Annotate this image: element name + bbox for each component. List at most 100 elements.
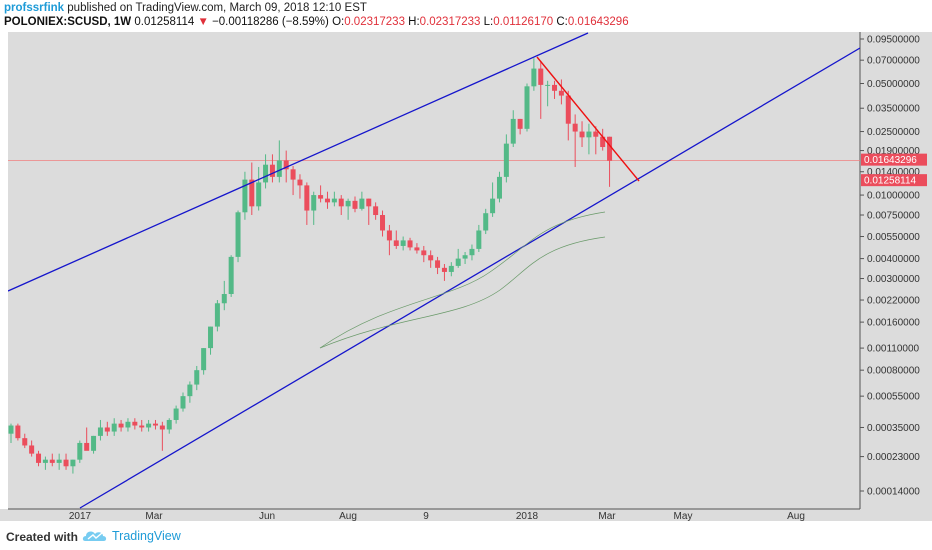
candle[interactable] — [249, 162, 255, 216]
candle[interactable] — [490, 182, 496, 217]
candle[interactable] — [187, 381, 193, 403]
candle[interactable] — [91, 435, 97, 454]
candle[interactable] — [104, 421, 110, 436]
candle[interactable] — [15, 423, 21, 441]
candle[interactable] — [448, 262, 454, 277]
candle[interactable] — [132, 418, 138, 430]
candle[interactable] — [139, 419, 145, 432]
candle[interactable] — [36, 450, 42, 467]
candle[interactable] — [462, 251, 468, 264]
candle[interactable] — [476, 224, 482, 252]
candle[interactable] — [552, 80, 558, 99]
candle[interactable] — [214, 300, 220, 332]
candle[interactable] — [428, 250, 434, 268]
candle[interactable] — [146, 419, 152, 432]
candle[interactable] — [276, 140, 282, 183]
candle[interactable] — [545, 80, 551, 107]
candle[interactable] — [324, 191, 330, 209]
candle[interactable] — [228, 255, 234, 297]
candle[interactable] — [352, 196, 358, 213]
candle[interactable] — [8, 423, 14, 443]
candle[interactable] — [366, 198, 372, 225]
candle[interactable] — [297, 174, 303, 199]
price-axis[interactable] — [860, 32, 932, 509]
candle[interactable] — [441, 263, 447, 281]
price-chart[interactable]: 0.09500000 0.07000000 0.05000000 0.03500000… — [0, 0, 932, 521]
publisher-username[interactable]: profssrfink — [4, 2, 65, 14]
candle[interactable] — [400, 236, 406, 251]
candle[interactable] — [152, 419, 158, 430]
candle[interactable] — [304, 182, 310, 225]
candle[interactable] — [173, 405, 179, 424]
candle[interactable] — [235, 210, 241, 263]
candle[interactable] — [503, 134, 509, 183]
candle[interactable] — [84, 427, 90, 451]
candle[interactable] — [572, 114, 578, 167]
candle[interactable] — [97, 419, 103, 441]
candle[interactable] — [469, 244, 475, 261]
candle[interactable] — [393, 230, 399, 249]
candle[interactable] — [380, 210, 386, 237]
candle[interactable] — [558, 79, 564, 105]
candle[interactable] — [63, 453, 69, 470]
descending-trend-line[interactable] — [536, 56, 640, 182]
candle[interactable] — [538, 61, 544, 119]
candle-body — [496, 176, 502, 199]
candle[interactable] — [565, 90, 571, 141]
candle[interactable] — [283, 150, 289, 183]
candle[interactable] — [208, 326, 214, 355]
time-axis[interactable] — [0, 509, 932, 521]
candle[interactable] — [22, 433, 28, 449]
candle[interactable] — [414, 243, 420, 254]
candle[interactable] — [496, 171, 502, 203]
candle[interactable] — [524, 83, 530, 132]
candle[interactable] — [455, 248, 461, 268]
candle[interactable] — [345, 198, 351, 220]
candle[interactable] — [435, 256, 441, 275]
candle[interactable] — [593, 126, 599, 155]
plot-area[interactable] — [8, 32, 860, 509]
candle[interactable] — [579, 121, 585, 148]
candle[interactable] — [166, 418, 172, 434]
candle[interactable] — [77, 440, 83, 463]
candle[interactable] — [111, 418, 117, 436]
candle[interactable] — [338, 195, 344, 216]
candle-body — [324, 198, 330, 203]
candle[interactable] — [70, 459, 76, 474]
channel-lower-line[interactable] — [79, 47, 860, 509]
candle[interactable] — [517, 118, 523, 135]
candle-body — [180, 396, 186, 409]
candle[interactable] — [125, 418, 131, 432]
candle[interactable] — [407, 237, 413, 251]
candle[interactable] — [263, 154, 269, 189]
candle[interactable] — [242, 171, 248, 220]
candle[interactable] — [56, 453, 62, 470]
candle[interactable] — [201, 348, 207, 375]
candle[interactable] — [159, 421, 165, 451]
candle[interactable] — [421, 245, 427, 263]
candle[interactable] — [256, 166, 262, 211]
candle[interactable] — [386, 224, 392, 256]
candle[interactable] — [600, 128, 606, 151]
candle[interactable] — [359, 191, 365, 211]
candle-body — [139, 425, 145, 428]
candle[interactable] — [318, 185, 324, 203]
candle[interactable] — [221, 280, 227, 311]
candle[interactable] — [42, 456, 48, 470]
candle[interactable] — [118, 419, 124, 432]
channel-upper-line[interactable] — [8, 32, 589, 292]
candle[interactable] — [373, 202, 379, 220]
candle[interactable] — [269, 154, 275, 183]
candle[interactable] — [290, 166, 296, 196]
candle[interactable] — [510, 110, 516, 148]
tradingview-brand-link[interactable]: TradingView — [112, 529, 181, 543]
candle[interactable] — [194, 365, 200, 391]
candle[interactable] — [331, 191, 337, 207]
candle[interactable] — [586, 123, 592, 155]
candle[interactable] — [531, 58, 537, 91]
candle[interactable] — [49, 453, 55, 467]
candle[interactable] — [180, 392, 186, 412]
candle[interactable] — [29, 440, 35, 457]
candle[interactable] — [311, 191, 317, 225]
candle[interactable] — [483, 208, 489, 235]
